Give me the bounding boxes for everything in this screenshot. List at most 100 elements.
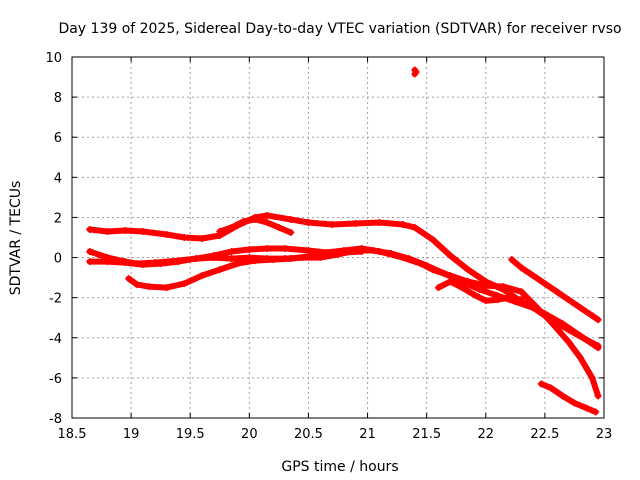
data-point [174,258,182,266]
data-point [198,235,206,243]
series-arc-g [508,256,602,323]
data-point [446,278,454,286]
data-point [263,211,271,219]
data-point [375,218,383,226]
data-point [210,254,218,262]
chart-title: Day 139 of 2025, Sidereal Day-to-day VTE… [58,21,621,37]
data-point [245,246,253,254]
data-point [328,220,336,228]
data-point [464,266,472,274]
data-point [565,338,573,346]
y-tick-label: 4 [54,171,62,186]
axis-ticks: 18.5 19 19.5 20 20.5 21 21.5 22 22.5 23 -8 -6 -4 -2 0 2… [45,51,612,442]
data-point [304,247,312,255]
data-point [228,223,236,231]
data-point [251,257,259,265]
data-point [121,259,129,267]
x-axis-label: GPS time / hours [281,459,398,475]
data-point [405,255,413,263]
data-point [163,230,171,238]
data-point [446,252,454,260]
data-point [198,272,206,280]
data-point [180,234,188,241]
x-tick-label: 23 [596,427,613,442]
data-point [304,218,312,226]
data-point [133,281,141,289]
data-point [287,255,295,263]
y-axis-label: SDTVAR / TECUs [8,181,24,296]
data-point [482,297,490,305]
data-point [287,215,295,223]
data-point [594,316,602,324]
data-point [287,228,295,236]
y-tick-label: 0 [54,252,62,267]
x-tick-label: 22 [478,427,495,442]
data-point [281,245,289,253]
data-point [239,217,247,225]
data-point [352,219,360,227]
data-point [570,399,578,407]
data-point [180,280,188,288]
series-trace [508,256,602,323]
data-point [440,270,448,278]
data-point [251,215,259,223]
x-tick-label: 21 [359,427,376,442]
data-point [541,280,549,288]
data-point [322,251,330,259]
x-tick-label: 18.5 [58,427,87,442]
x-tick-label: 21.5 [412,427,441,442]
data-point [559,392,567,400]
data-point [86,248,94,256]
data-point [594,342,602,350]
data-point [399,220,407,228]
data-point [508,256,516,264]
data-point [163,284,171,292]
data-point [576,304,584,312]
x-tick-label: 20.5 [294,427,323,442]
data-point [216,266,224,274]
y-tick-label: 2 [54,211,62,226]
data-point [103,227,111,235]
data-point [565,326,573,334]
data-point [537,380,545,388]
data-point [157,260,165,268]
y-tick-label: 6 [54,131,62,146]
data-point [505,294,513,302]
data-point [565,296,573,304]
data-point [582,336,590,344]
data-point [588,312,596,320]
data-point [269,256,277,264]
data-point [139,227,147,235]
y-tick-label: -8 [49,412,62,427]
data-point [529,272,537,280]
data-point [103,258,111,266]
data-point [476,286,484,294]
data-point [263,218,271,226]
data-point [139,261,147,269]
data-point [125,275,133,283]
data-point [458,284,466,292]
data-point [228,255,236,263]
data-point [517,296,525,304]
data-point [304,253,312,261]
data-point [517,288,525,296]
y-tick-label: 10 [45,51,62,66]
y-tick-label: -6 [49,372,62,387]
data-point [500,283,508,291]
data-point [458,278,466,286]
data-point [553,288,561,296]
data-point [121,226,129,234]
data-points [86,66,602,416]
data-point [594,392,602,400]
y-tick-label: -2 [49,292,62,307]
data-point [263,245,271,253]
data-point [576,354,584,362]
y-tick-label: 8 [54,91,62,106]
data-point [470,291,478,299]
grid [72,57,604,418]
data-point [482,282,490,290]
data-point [387,250,395,258]
data-point [529,304,537,312]
data-point [86,258,94,266]
